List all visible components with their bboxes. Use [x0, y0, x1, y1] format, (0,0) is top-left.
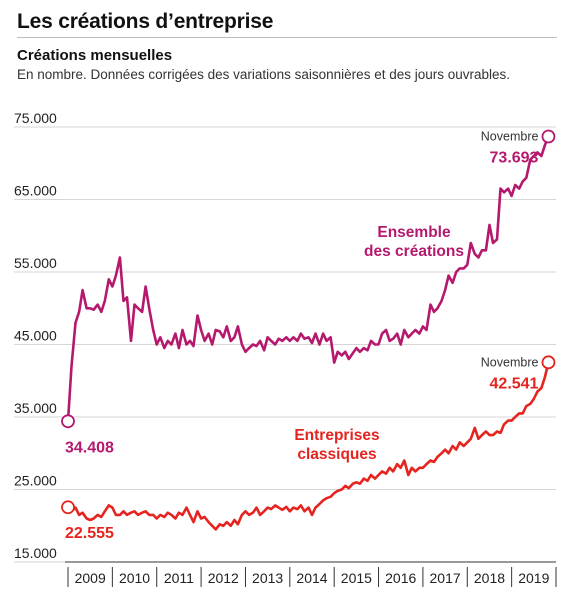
series-label-classiques: Entreprises classiques	[294, 427, 379, 463]
series-label-ensemble: Ensemble des créations	[364, 224, 464, 260]
x-tick-label: 2018	[474, 570, 505, 586]
x-tick-label: 2009	[75, 570, 106, 586]
x-tick-label: 2011	[164, 570, 194, 586]
x-tick-label: 2012	[208, 570, 239, 586]
chart-note: En nombre. Données corrigées des variati…	[17, 67, 511, 82]
end-month-label: Novembre	[481, 355, 539, 369]
x-tick-label: 2019	[518, 570, 549, 586]
y-tick-label: 45.000	[14, 328, 57, 344]
end-value-label: 42.541	[490, 375, 539, 392]
y-tick-label: 75.000	[14, 110, 57, 126]
x-tick-label: 2016	[385, 570, 416, 586]
series-line-ensemble	[66, 135, 550, 423]
chart-title: Les créations d’entreprise	[17, 10, 274, 33]
x-tick-label: 2015	[341, 570, 372, 586]
x-tick-label: 2013	[252, 570, 283, 586]
title-divider	[17, 37, 557, 38]
y-tick-label: 55.000	[14, 255, 57, 271]
x-tick-label: 2010	[119, 570, 150, 586]
y-tick-label: 15.000	[14, 545, 57, 561]
series-line-classiques	[66, 361, 550, 531]
end-marker-ensemble	[541, 129, 556, 144]
end-value-label: 73.693	[490, 149, 539, 166]
start-marker-ensemble	[61, 414, 75, 429]
x-tick-label: 2017	[430, 570, 461, 586]
end-month-label: Novembre	[481, 129, 539, 143]
x-tick-label: 2014	[296, 570, 327, 586]
y-tick-label: 25.000	[14, 473, 57, 489]
end-marker-classiques	[541, 355, 556, 370]
start-value-label: 22.555	[65, 525, 114, 542]
y-tick-label: 35.000	[14, 400, 57, 416]
chart-subtitle: Créations mensuelles	[17, 47, 173, 64]
start-value-label: 34.408	[65, 439, 114, 456]
start-marker-classiques	[61, 500, 75, 515]
y-tick-label: 65.000	[14, 183, 57, 199]
